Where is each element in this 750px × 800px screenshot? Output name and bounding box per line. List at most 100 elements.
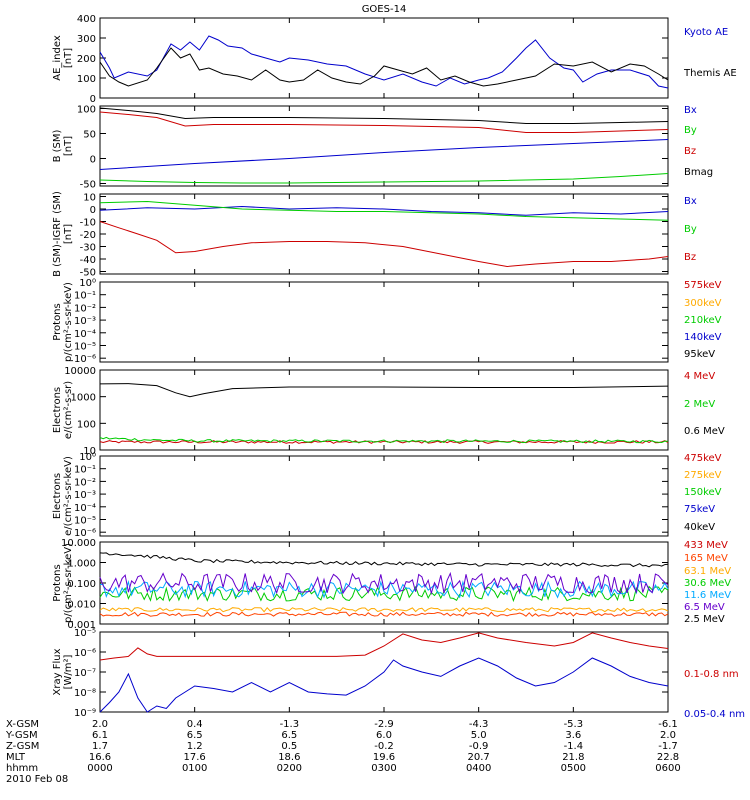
xaxis-row-label: X-GSM bbox=[6, 719, 39, 730]
chart-title: GOES-14 bbox=[362, 4, 407, 15]
xaxis-row-label: Y-GSM bbox=[5, 730, 38, 741]
ytick-label: 10.000 bbox=[61, 538, 96, 549]
ytick-label: 10⁻¹ bbox=[74, 291, 96, 302]
legend-label: 275keV bbox=[684, 470, 722, 481]
ytick-label: 100 bbox=[77, 419, 96, 430]
ytick-label: 10⁻³ bbox=[74, 490, 96, 501]
y-axis-label: AE_index bbox=[52, 35, 63, 81]
ytick-label: -50 bbox=[80, 268, 96, 279]
ytick-label: 10 bbox=[83, 193, 96, 204]
y-axis-unit: p/(cm²-s-sr-keV) bbox=[63, 282, 74, 362]
panel-protons_hi: 10⁰ 10⁻¹10⁻² 10⁻³ 10⁻⁴10⁻⁵ 10⁻⁶ Protons p/(cm²… bbox=[52, 278, 722, 365]
xaxis-row-value: -0.2 bbox=[374, 741, 394, 752]
xaxis-row-value: 19.6 bbox=[373, 752, 395, 763]
xaxis-row-value: 6.0 bbox=[376, 730, 392, 741]
xaxis-row-value: 0000 bbox=[87, 763, 112, 774]
ytick-label: 10⁻⁴ bbox=[74, 503, 96, 514]
series-line-protons_mev-3 bbox=[99, 585, 669, 603]
xaxis-row-value: -4.3 bbox=[469, 719, 489, 730]
ytick-label: 10⁻² bbox=[74, 477, 96, 488]
xaxis-row-value: 6.5 bbox=[187, 730, 203, 741]
y-axis-unit: e/(cm²-s-sr) bbox=[63, 381, 74, 439]
panel-xray: 10⁻⁹ 10⁻⁸ 10⁻⁷ 10⁻⁶ 10⁻⁵ Xray Flux [W/m²] 0.1-0… bbox=[52, 628, 745, 720]
ytick-label: -10 bbox=[80, 218, 96, 229]
legend-label: 63.1 MeV bbox=[684, 566, 731, 577]
xaxis-row-value: 21.8 bbox=[562, 752, 584, 763]
ytick-label: 10⁻⁷ bbox=[74, 668, 96, 679]
panel-bdiff: -50 -40-30 -20-10 010 B (SM)-IGRF (SM) [nT] Bx… bbox=[52, 191, 697, 278]
legend-label: Bz bbox=[684, 252, 696, 263]
xaxis-row-value: -0.9 bbox=[469, 741, 489, 752]
ytick-label: 10⁰ bbox=[79, 278, 96, 289]
xaxis-row-value: 0100 bbox=[182, 763, 207, 774]
y-axis-unit: [nT] bbox=[63, 48, 74, 68]
legend-label: 150keV bbox=[684, 487, 722, 498]
series-line-protons_mev-5 bbox=[99, 571, 669, 596]
ytick-label: 100 bbox=[77, 105, 96, 116]
y-axis-unit: [nT] bbox=[63, 224, 74, 244]
xaxis-row-value: -6.1 bbox=[658, 719, 678, 730]
legend-label: Bmag bbox=[684, 167, 713, 178]
ytick-label: 0.010 bbox=[67, 600, 96, 611]
y-axis-unit: e/(cm²-s-sr-keV) bbox=[63, 456, 74, 536]
ytick-label: 0 bbox=[90, 94, 96, 105]
ytick-label: -40 bbox=[80, 255, 96, 266]
y-axis-label: B (SM) bbox=[52, 129, 63, 162]
series-line-electrons-2 bbox=[99, 383, 669, 398]
ytick-label: -50 bbox=[80, 180, 96, 191]
ytick-label: 200 bbox=[77, 54, 96, 65]
xaxis-row-value: 3.6 bbox=[565, 730, 581, 741]
y-axis-label: B (SM)-IGRF (SM) bbox=[52, 191, 63, 277]
ytick-label: 10⁻⁹ bbox=[74, 708, 96, 719]
ytick-label: 0.100 bbox=[67, 579, 96, 590]
legend-label: By bbox=[684, 125, 697, 136]
xaxis-row-value: 0400 bbox=[466, 763, 491, 774]
panel-frame bbox=[99, 369, 669, 451]
y-axis-label: Protons bbox=[52, 303, 63, 340]
ytick-label: -20 bbox=[80, 230, 96, 241]
legend-label: By bbox=[684, 224, 697, 235]
xaxis-row-value: 2.0 bbox=[660, 730, 676, 741]
legend-label: 140keV bbox=[684, 332, 722, 343]
xaxis-row-value: 18.6 bbox=[278, 752, 300, 763]
y-axis-label: Electrons bbox=[52, 473, 63, 519]
xaxis-row-value: -1.4 bbox=[564, 741, 584, 752]
ytick-label: 10⁻¹ bbox=[74, 465, 96, 476]
xaxis-row-value: 16.6 bbox=[89, 752, 111, 763]
xaxis-row-label: hhmm bbox=[6, 763, 38, 774]
y-axis-label: Protons bbox=[52, 564, 63, 601]
series-line-electrons-1 bbox=[99, 436, 668, 444]
legend-label: Kyoto AE bbox=[684, 27, 728, 38]
ytick-label: 10000 bbox=[64, 366, 96, 377]
xaxis-row-label: MLT bbox=[6, 752, 26, 763]
xaxis-row-value: 20.7 bbox=[468, 752, 490, 763]
legend-label: 0.1-0.8 nm bbox=[684, 669, 739, 680]
ytick-label: 10⁰ bbox=[79, 452, 96, 463]
legend-label: 40keV bbox=[684, 522, 715, 533]
xaxis-row-value: 0.4 bbox=[187, 719, 203, 730]
xaxis-row-value: 6.5 bbox=[281, 730, 297, 741]
ytick-label: 10⁻⁶ bbox=[74, 354, 96, 365]
series-line-bsm-1 bbox=[99, 173, 669, 184]
y-axis-unit: [nT] bbox=[63, 136, 74, 156]
series-line-protons_mev-2 bbox=[99, 607, 669, 613]
panel-electrons_keV: 10⁰ 10⁻¹10⁻² 10⁻³ 10⁻⁴10⁻⁵ 10⁻⁶ Electrons e/(c… bbox=[52, 452, 722, 539]
legend-label: Themis AE bbox=[683, 68, 737, 79]
date-label: 2010 Feb 08 bbox=[6, 774, 68, 785]
legend-label: 75keV bbox=[684, 504, 715, 515]
panel-ae: 0 100 200 300 400 AE_index [nT] Kyoto AE Themis … bbox=[52, 14, 737, 105]
ytick-label: 10⁻⁴ bbox=[74, 329, 96, 340]
legend-label: 11.6 MeV bbox=[684, 590, 731, 601]
xaxis-row-value: 0200 bbox=[277, 763, 302, 774]
xaxis-row-value: 0300 bbox=[371, 763, 396, 774]
legend-label: 2 MeV bbox=[684, 399, 715, 410]
y-axis-unit: [W/m²] bbox=[63, 654, 74, 689]
ytick-label: 10⁻⁶ bbox=[74, 648, 96, 659]
ytick-label: 100 bbox=[77, 74, 96, 85]
ytick-label: 0 bbox=[90, 155, 96, 166]
legend-label: 210keV bbox=[684, 315, 722, 326]
ytick-label: 300 bbox=[77, 34, 96, 45]
series-line-bsm-3 bbox=[99, 107, 669, 124]
legend-label: 300keV bbox=[684, 298, 722, 309]
